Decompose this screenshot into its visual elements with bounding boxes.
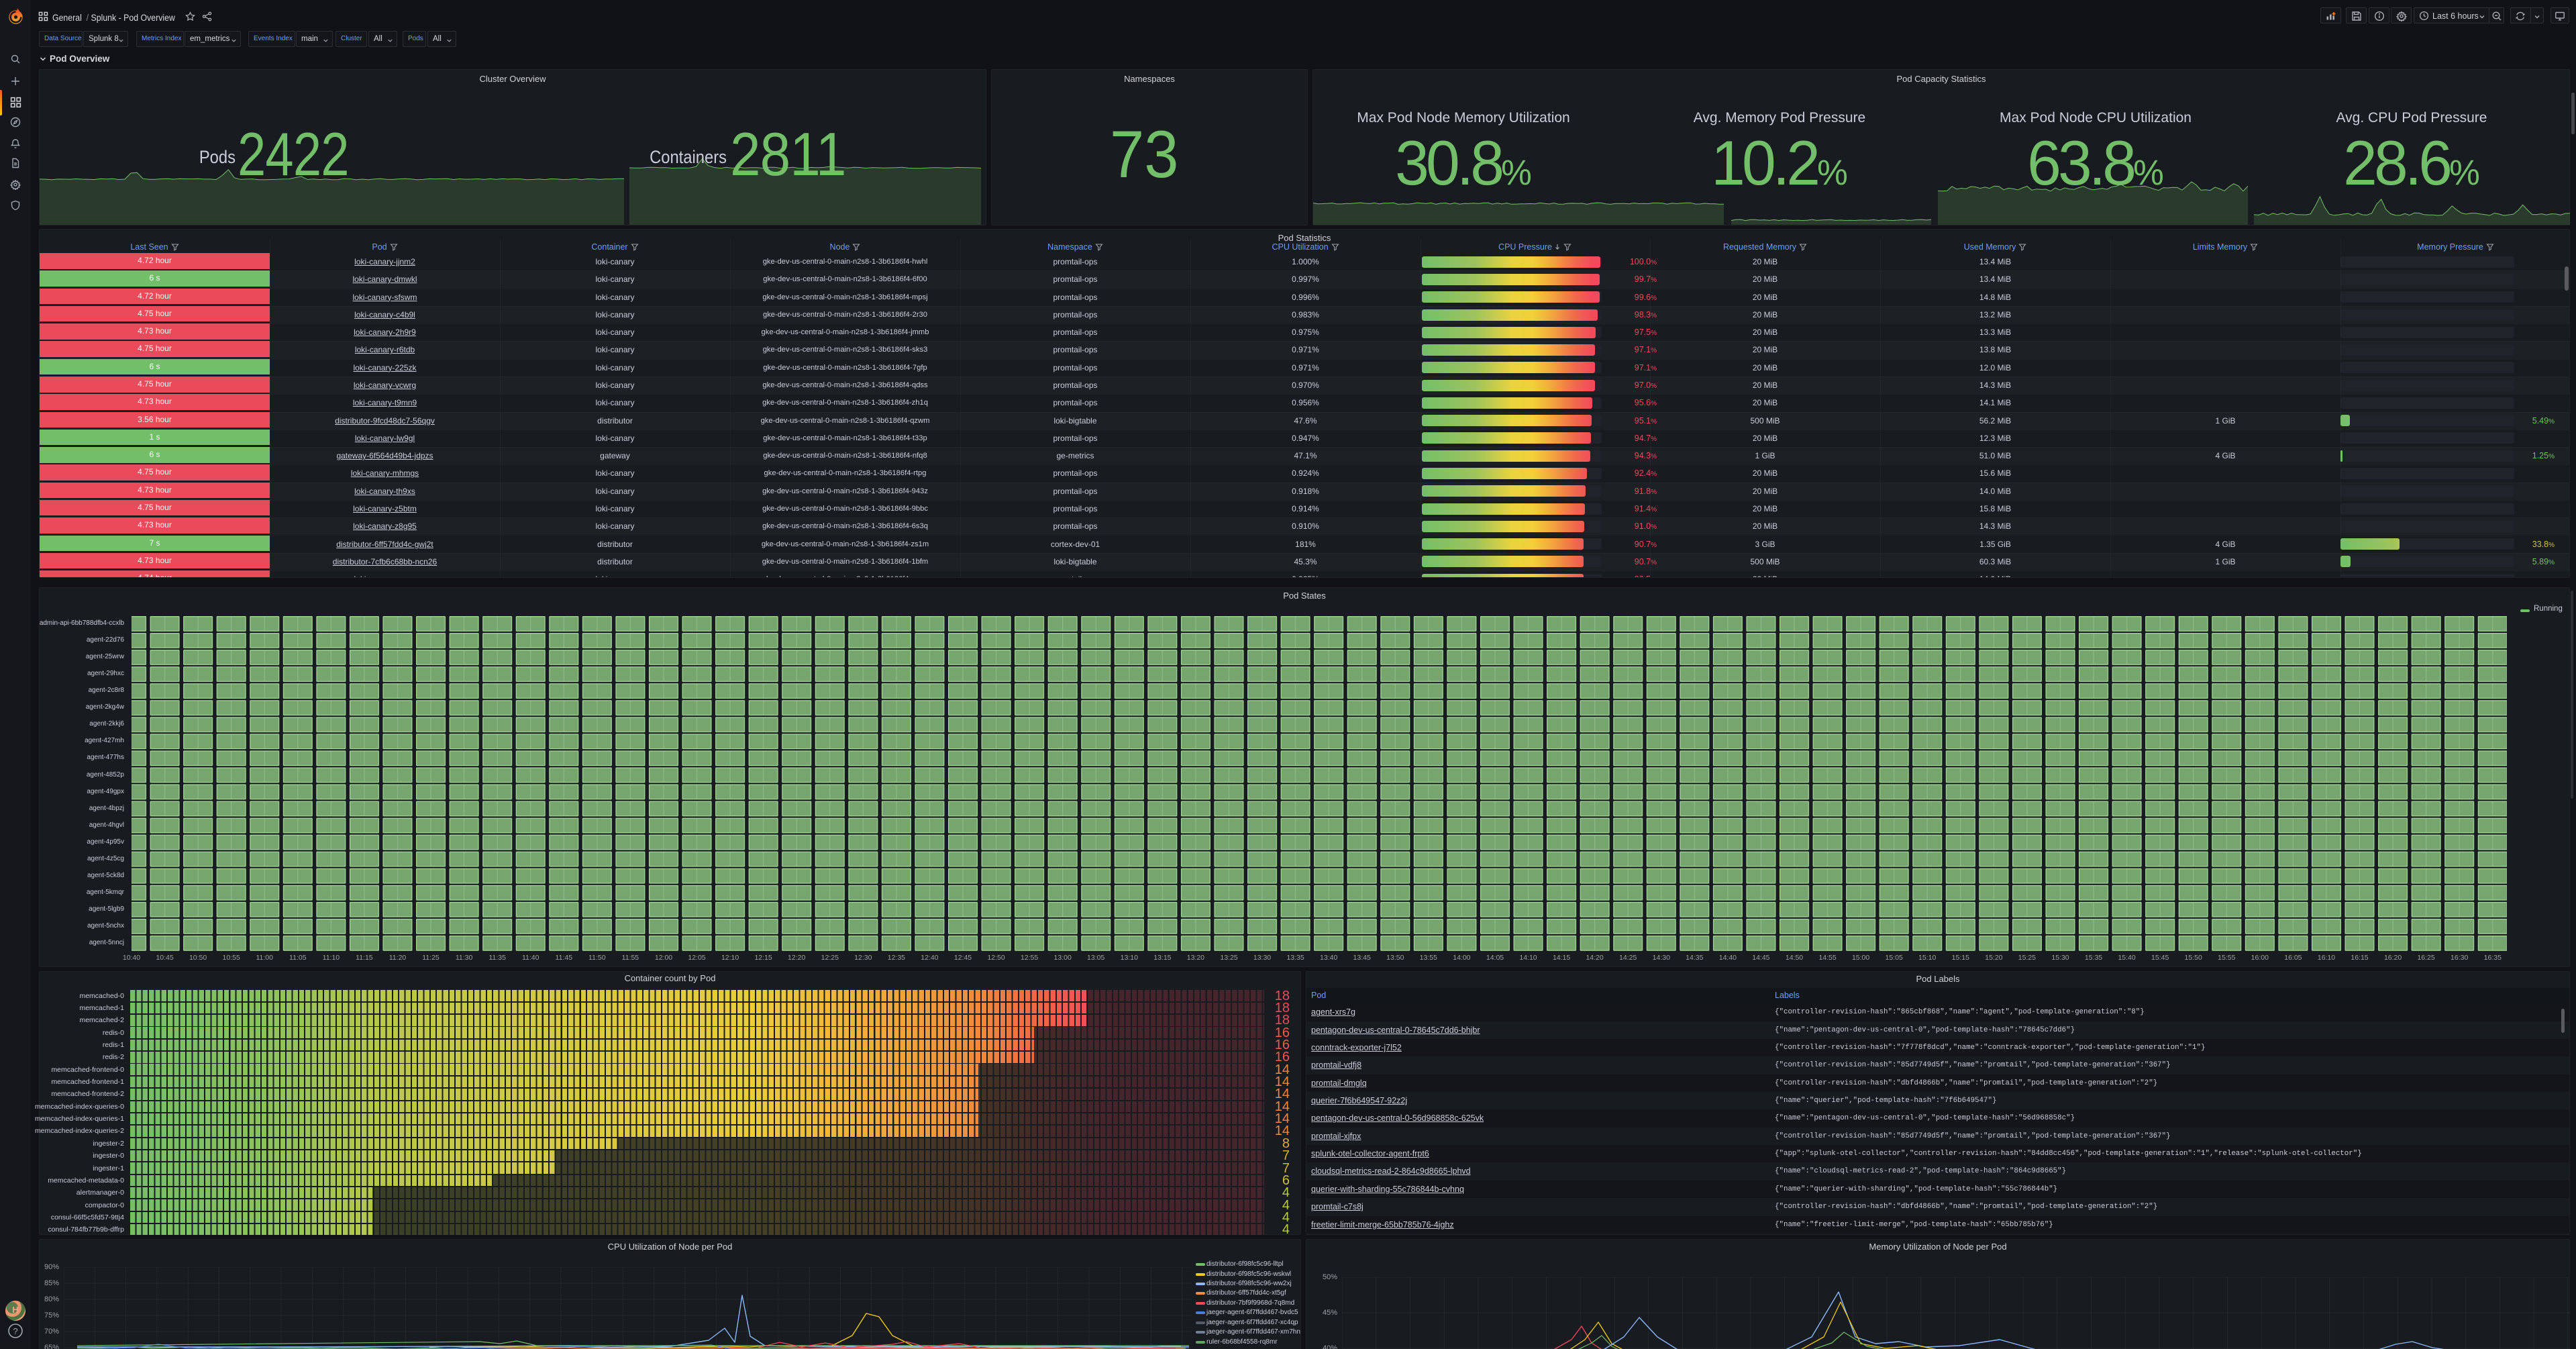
svg-text:?: ? bbox=[13, 1326, 17, 1336]
